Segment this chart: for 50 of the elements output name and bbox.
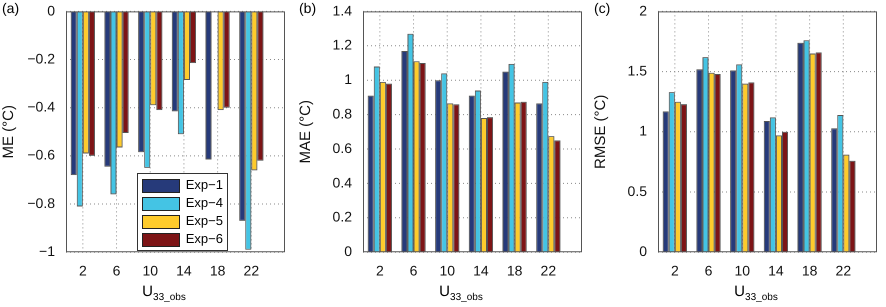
y-axis-title: ME (°C): [0, 105, 18, 159]
y-tick-label: 1: [639, 122, 648, 139]
chart-title: (b): [299, 0, 316, 16]
y-axis-title: MAE (°C): [297, 100, 314, 164]
x-tick-label: 14: [768, 262, 784, 278]
x-axis-title: U$_{33_obs}$: [141, 283, 187, 303]
y-tick-label: 0: [344, 243, 352, 260]
legend-label: Exp−4: [186, 195, 223, 210]
x-tick-label: 18: [210, 262, 226, 278]
x-tick-label: 18: [802, 262, 818, 278]
y-tick-label: 1.5: [628, 62, 648, 78]
x-tick-label: 22: [836, 262, 852, 278]
y-tick-label: 0.2: [332, 208, 352, 225]
x-tick-label: 2: [670, 262, 679, 278]
x-tick-label: 14: [176, 262, 192, 278]
y-tick-label: −0.2: [27, 50, 56, 66]
y-tick-label: 0: [639, 243, 648, 260]
x-tick-label: 6: [410, 262, 418, 278]
y-tick-label: 2: [639, 2, 648, 18]
y-tick-label: 1: [344, 71, 352, 88]
y-tick-label: 1.2: [332, 36, 352, 53]
legend-label: Exp−5: [186, 213, 223, 228]
x-tick-label: 6: [112, 262, 121, 278]
chart-title: (a): [2, 0, 20, 16]
y-tick-label: −1: [39, 243, 56, 260]
x-tick-label: 10: [734, 262, 750, 278]
y-tick-label: 1.4: [332, 2, 352, 18]
legend-label: Exp−1: [186, 177, 223, 192]
chart-title: (c): [594, 0, 610, 16]
x-tick-label: 10: [439, 262, 456, 278]
x-tick-label: 22: [540, 262, 556, 278]
x-axis-title: U$_{33_obs}$: [438, 283, 484, 303]
x-tick-label: 22: [244, 262, 260, 278]
y-tick-label: 0.4: [332, 174, 352, 190]
y-tick-label: −0.4: [27, 98, 56, 115]
y-axis-title: RMSE (°C): [592, 94, 610, 169]
x-tick-label: 14: [473, 262, 489, 278]
legend-label: Exp−6: [186, 231, 223, 246]
y-tick-label: 0: [47, 2, 56, 18]
x-tick-label: 18: [506, 262, 523, 278]
x-tick-label: 10: [142, 262, 158, 278]
x-tick-label: 6: [704, 262, 713, 278]
y-tick-label: 0.6: [332, 140, 352, 156]
y-tick-label: −0.8: [27, 194, 56, 211]
x-axis-title: U$_{33_obs}$: [733, 283, 779, 303]
x-tick-label: 2: [78, 262, 87, 278]
x-tick-label: 2: [376, 262, 384, 278]
y-tick-label: 0.5: [628, 182, 648, 199]
y-tick-label: −0.6: [27, 146, 56, 163]
y-tick-label: 0.8: [332, 105, 352, 122]
